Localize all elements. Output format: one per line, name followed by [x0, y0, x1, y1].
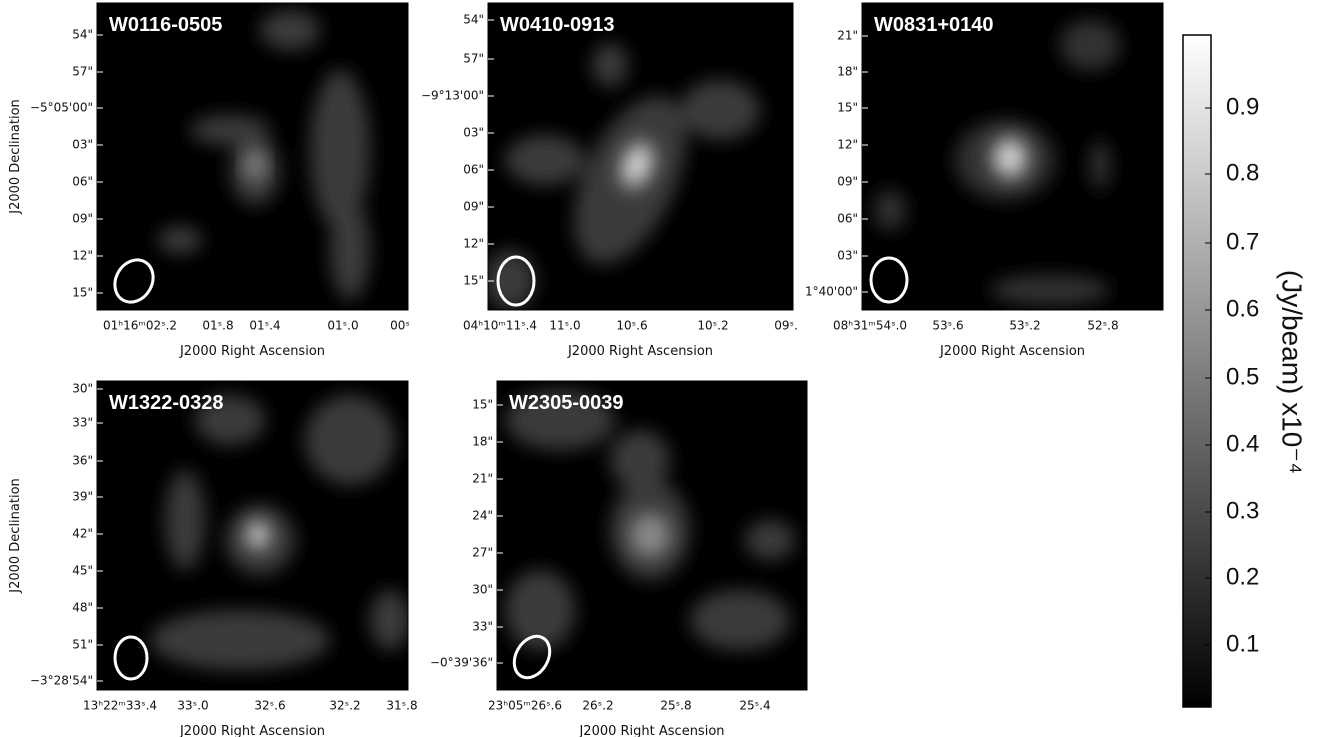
- colorbar-tick-label: 0.6: [1226, 295, 1259, 322]
- y-tick-label: 39": [72, 490, 93, 504]
- y-tick-label: 06": [72, 175, 93, 189]
- x-axis-label: J2000 Right Ascension: [567, 344, 713, 359]
- y-axis-label: J2000 Declination: [8, 99, 23, 215]
- y-tick-label: 45": [72, 564, 93, 578]
- panel-title: W0410-0913: [500, 14, 615, 36]
- x-tick-label: 10ˢ.6: [616, 319, 647, 333]
- x-tick-label: 23ʰ05ᵐ26ˢ.6: [488, 699, 562, 713]
- y-tick-label: 57": [463, 52, 484, 66]
- colorbar-tick-label: 0.2: [1226, 563, 1259, 590]
- colorbar-label: (Jy/beam) x10⁻⁴: [1277, 270, 1308, 474]
- y-tick-label: 15": [72, 286, 93, 300]
- y-tick-label: 06": [463, 163, 484, 177]
- x-tick-label: 31ˢ.8: [386, 699, 417, 713]
- y-tick-label: 1°40'00": [805, 285, 858, 299]
- x-tick-label: 11ˢ.0: [549, 319, 580, 333]
- panel-image: [97, 3, 408, 310]
- y-tick-label: 09": [463, 200, 484, 214]
- x-tick-label: 25ˢ.4: [739, 699, 770, 713]
- panel-frame: [487, 2, 794, 311]
- y-tick-label: 24": [472, 509, 493, 523]
- y-tick-label: 09": [72, 212, 93, 226]
- y-tick-label: −9°13'00": [421, 89, 484, 103]
- y-tick-label: 18": [837, 65, 858, 79]
- y-tick-label: 42": [72, 527, 93, 541]
- y-tick-label: 21": [472, 472, 493, 486]
- x-axis-label: J2000 Right Ascension: [578, 724, 724, 737]
- x-axis-label: J2000 Right Ascension: [939, 344, 1085, 359]
- x-tick-label: 01ʰ16ᵐ02ˢ.2: [103, 319, 177, 333]
- y-tick-label: 54": [463, 13, 484, 27]
- colorbar-tick-label: 0.5: [1226, 363, 1259, 390]
- panel-frame: [496, 380, 808, 691]
- x-tick-label: 13ʰ22ᵐ33ˢ.4: [83, 699, 157, 713]
- y-tick-label: 12": [72, 249, 93, 263]
- x-tick-label: 01ˢ.4: [249, 319, 280, 333]
- x-tick-label: 26ˢ.2: [582, 699, 613, 713]
- x-tick-label: 52ˢ.8: [1087, 319, 1118, 333]
- y-tick-label: 15": [472, 398, 493, 412]
- colorbar-tick-label: 0.9: [1226, 93, 1259, 120]
- x-tick-label: 32ˢ.6: [254, 699, 285, 713]
- y-tick-label: 12": [463, 237, 484, 251]
- y-tick-label: 03": [72, 138, 93, 152]
- y-tick-label: 36": [72, 454, 93, 468]
- x-tick-label: 01ˢ.0: [327, 319, 358, 333]
- y-tick-label: 48": [72, 601, 93, 615]
- x-tick-label: 53ˢ.6: [932, 319, 963, 333]
- panel-title: W0831+0140: [874, 14, 994, 36]
- y-tick-label: 09": [837, 175, 858, 189]
- x-tick-label: 32ˢ.2: [329, 699, 360, 713]
- y-tick-label: 27": [472, 546, 493, 560]
- colorbar-tick-label: 0.8: [1226, 159, 1259, 186]
- panel-frame: [861, 2, 1164, 311]
- panel-title: W0116-0505: [109, 14, 222, 36]
- panel-image: [862, 3, 1163, 310]
- y-tick-label: 33": [72, 416, 93, 430]
- y-tick-label: 03": [837, 249, 858, 263]
- y-tick-label: 06": [837, 212, 858, 226]
- panel-image: [497, 381, 807, 690]
- x-tick-label: 33ˢ.0: [177, 699, 208, 713]
- colorbar-tick-label: 0.7: [1226, 228, 1259, 255]
- x-tick-label: 01ˢ.8: [202, 319, 233, 333]
- y-tick-label: 18": [472, 435, 493, 449]
- panel-title: W1322-0328: [109, 392, 224, 414]
- y-tick-label: −5°05'00": [30, 101, 93, 115]
- y-tick-label: 15": [837, 101, 858, 115]
- y-tick-label: 54": [72, 28, 93, 42]
- y-tick-label: 12": [837, 138, 858, 152]
- y-tick-label: 30": [72, 382, 93, 396]
- x-tick-label: 04ʰ10ᵐ11ˢ.4: [463, 319, 537, 333]
- y-tick-label: 33": [472, 620, 493, 634]
- colorbar-tick-label: 0.3: [1226, 497, 1259, 524]
- x-tick-label: 08ʰ31ᵐ54ˢ.0: [833, 319, 907, 333]
- panel-image: [488, 3, 793, 310]
- x-tick-label: 10ˢ.2: [697, 319, 728, 333]
- x-tick-label: 25ˢ.8: [660, 699, 691, 713]
- panel-title: W2305-0039: [509, 392, 624, 414]
- x-tick-label: 00ˢ: [390, 319, 410, 333]
- colorbar-tick-label: 0.4: [1226, 430, 1259, 457]
- y-tick-label: 30": [472, 583, 493, 597]
- panel-image: [97, 381, 408, 690]
- y-tick-label: −3°28'54": [30, 674, 93, 688]
- y-tick-label: −0°39'36": [430, 656, 493, 670]
- y-axis-label: J2000 Declination: [8, 478, 23, 594]
- x-axis-label: J2000 Right Ascension: [179, 344, 325, 359]
- x-axis-label: J2000 Right Ascension: [179, 724, 325, 737]
- y-tick-label: 21": [837, 29, 858, 43]
- panel-frame: [96, 2, 409, 311]
- x-tick-label: 53ˢ.2: [1009, 319, 1040, 333]
- panel-frame: [96, 380, 409, 691]
- y-tick-label: 03": [463, 126, 484, 140]
- x-tick-label: 09ˢ.: [774, 319, 798, 333]
- y-tick-label: 57": [72, 65, 93, 79]
- colorbar-tick-label: 0.1: [1226, 630, 1259, 657]
- colorbar: [1182, 34, 1212, 708]
- y-tick-label: 15": [463, 274, 484, 288]
- y-tick-label: 51": [72, 638, 93, 652]
